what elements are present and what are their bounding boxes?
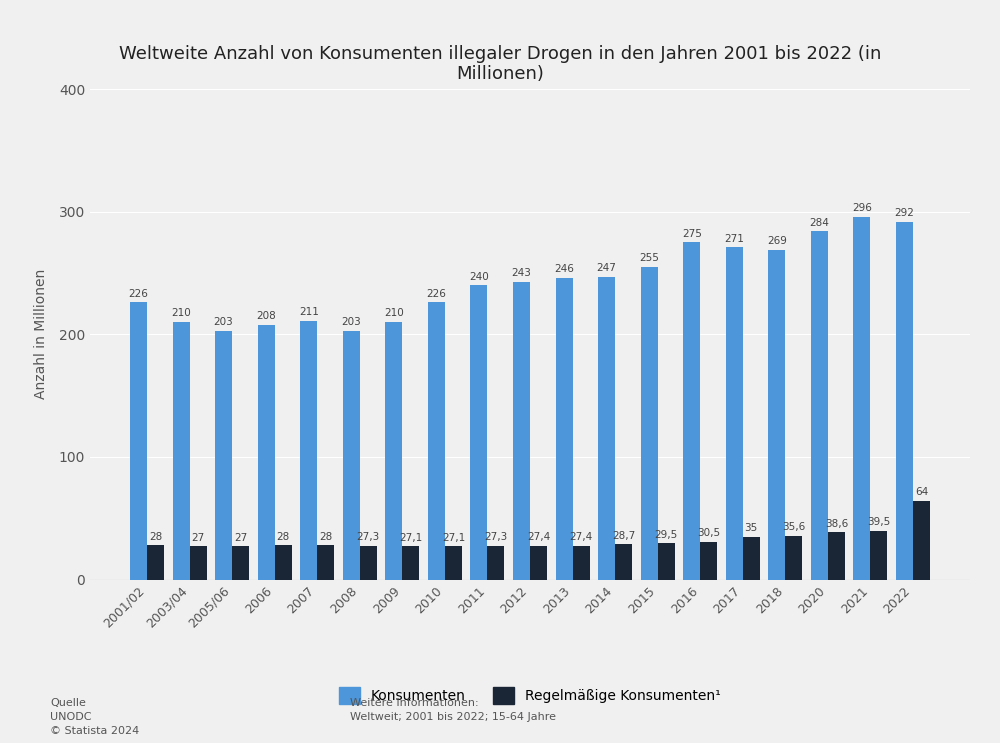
- Text: 269: 269: [767, 236, 787, 246]
- Text: 296: 296: [852, 203, 872, 213]
- Text: 243: 243: [512, 268, 531, 278]
- Text: 271: 271: [724, 233, 744, 244]
- Text: 27: 27: [234, 533, 247, 542]
- Text: 210: 210: [384, 308, 404, 319]
- Bar: [215, 331, 232, 580]
- Text: 226: 226: [129, 289, 148, 299]
- Bar: [683, 242, 700, 580]
- Bar: [768, 250, 785, 580]
- Text: 226: 226: [426, 289, 446, 299]
- Text: 211: 211: [299, 307, 319, 317]
- Text: 208: 208: [256, 311, 276, 321]
- Bar: [556, 278, 573, 580]
- Text: 29,5: 29,5: [655, 530, 678, 539]
- Bar: [173, 322, 190, 580]
- Text: 27,3: 27,3: [357, 533, 380, 542]
- Bar: [470, 285, 487, 580]
- Bar: [726, 247, 743, 580]
- Text: 35,6: 35,6: [782, 522, 805, 532]
- Text: 27,4: 27,4: [527, 532, 550, 542]
- Bar: [658, 543, 675, 580]
- Text: 38,6: 38,6: [825, 519, 848, 528]
- Bar: [530, 546, 547, 580]
- Text: 27: 27: [191, 533, 205, 542]
- Bar: [402, 546, 419, 580]
- Text: Quelle
UNODC
© Statista 2024: Quelle UNODC © Statista 2024: [50, 698, 139, 736]
- Text: Weitere Informationen:
Weltweit; 2001 bis 2022; 15-64 Jahre: Weitere Informationen: Weltweit; 2001 bi…: [350, 698, 556, 722]
- Text: Weltweite Anzahl von Konsumenten illegaler Drogen in den Jahren 2001 bis 2022 (i: Weltweite Anzahl von Konsumenten illegal…: [119, 45, 881, 83]
- Bar: [598, 276, 615, 580]
- Text: 27,1: 27,1: [442, 533, 465, 542]
- Text: 275: 275: [682, 229, 702, 239]
- Bar: [445, 546, 462, 580]
- Bar: [853, 217, 870, 580]
- Bar: [870, 531, 887, 580]
- Text: 35: 35: [745, 523, 758, 533]
- Text: 28: 28: [149, 531, 162, 542]
- Bar: [300, 321, 317, 580]
- Bar: [360, 546, 377, 580]
- Bar: [785, 536, 802, 580]
- Bar: [743, 536, 760, 580]
- Text: 255: 255: [639, 253, 659, 263]
- Bar: [573, 546, 590, 580]
- Text: 30,5: 30,5: [697, 528, 720, 539]
- Text: 39,5: 39,5: [867, 517, 891, 528]
- Text: 246: 246: [554, 265, 574, 274]
- Bar: [913, 501, 930, 580]
- Bar: [700, 542, 717, 580]
- Text: 210: 210: [171, 308, 191, 319]
- Bar: [487, 546, 504, 580]
- Bar: [615, 545, 632, 580]
- Bar: [232, 546, 249, 580]
- Bar: [130, 302, 147, 580]
- Text: 28: 28: [277, 531, 290, 542]
- Text: 284: 284: [809, 218, 829, 227]
- Bar: [828, 532, 845, 580]
- Bar: [190, 546, 207, 580]
- Text: 292: 292: [895, 208, 914, 218]
- Text: 27,1: 27,1: [399, 533, 422, 542]
- Text: 247: 247: [597, 263, 617, 273]
- Bar: [147, 545, 164, 580]
- Bar: [641, 267, 658, 580]
- Y-axis label: Anzahl in Millionen: Anzahl in Millionen: [34, 269, 48, 400]
- Bar: [275, 545, 292, 580]
- Bar: [513, 282, 530, 580]
- Bar: [258, 325, 275, 580]
- Text: 203: 203: [214, 317, 233, 327]
- Bar: [385, 322, 402, 580]
- Bar: [428, 302, 445, 580]
- Text: 203: 203: [341, 317, 361, 327]
- Text: 27,4: 27,4: [569, 532, 593, 542]
- Text: 27,3: 27,3: [484, 533, 508, 542]
- Text: 28,7: 28,7: [612, 531, 635, 541]
- Text: 240: 240: [469, 272, 489, 282]
- Bar: [811, 231, 828, 580]
- Bar: [343, 331, 360, 580]
- Bar: [317, 545, 334, 580]
- Text: 28: 28: [319, 531, 332, 542]
- Text: 64: 64: [915, 487, 928, 497]
- Legend: Konsumenten, Regelmäßige Konsumenten¹: Konsumenten, Regelmäßige Konsumenten¹: [333, 682, 727, 710]
- Bar: [896, 221, 913, 580]
